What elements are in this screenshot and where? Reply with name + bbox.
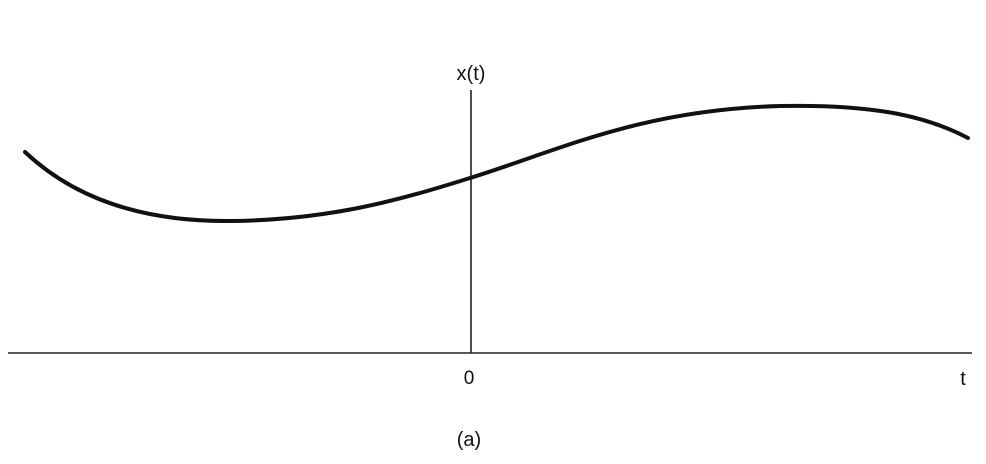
signal-curve xyxy=(23,103,970,224)
figure-caption: (a) xyxy=(457,429,481,451)
y-axis-label: x(t) xyxy=(457,63,486,85)
origin-label: 0 xyxy=(464,368,475,389)
t-axis-label: t xyxy=(960,368,966,390)
